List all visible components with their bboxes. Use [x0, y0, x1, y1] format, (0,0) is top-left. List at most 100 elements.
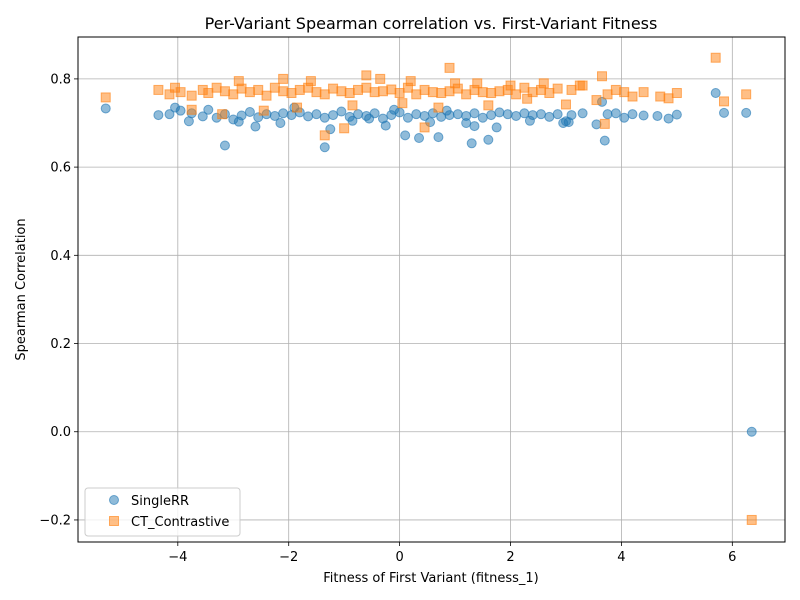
data-point-ct-contrastive: [444, 62, 455, 73]
data-point-singlerr: [441, 105, 452, 116]
data-point-singlerr: [311, 109, 322, 120]
y-tick-label: −0.2: [39, 513, 71, 528]
data-point-singlerr: [741, 107, 752, 118]
chart-title: Per-Variant Spearman correlation vs. Fir…: [205, 14, 658, 33]
data-point-singlerr: [627, 109, 638, 120]
data-point-ct-contrastive: [217, 109, 228, 120]
data-point-ct-contrastive: [261, 90, 272, 101]
x-tick-label: 4: [617, 550, 625, 565]
data-point-ct-contrastive: [377, 86, 388, 97]
data-point-ct-contrastive: [100, 92, 111, 103]
data-point-singlerr: [599, 135, 610, 146]
data-point-singlerr: [746, 426, 757, 437]
axis-ticks: −4 −2 0 2 4 6 −0.2 0.0 0.2 0.4 0.6 0.8: [39, 72, 736, 565]
data-point-singlerr: [389, 104, 400, 115]
data-point-ct-contrastive: [269, 82, 280, 93]
data-point-singlerr: [278, 108, 289, 119]
data-point-ct-contrastive: [164, 89, 175, 100]
data-point-ct-contrastive: [339, 123, 350, 134]
data-point-ct-contrastive: [361, 82, 372, 93]
data-point-singlerr: [524, 115, 535, 126]
data-point-ct-contrastive: [228, 89, 239, 100]
x-tick-label: 0: [395, 550, 403, 565]
data-point-ct-contrastive: [433, 102, 444, 113]
data-point-ct-contrastive: [746, 514, 757, 525]
data-point-ct-contrastive: [386, 84, 397, 95]
data-point-singlerr: [233, 116, 244, 127]
data-point-singlerr: [203, 104, 214, 115]
data-point-singlerr: [602, 109, 613, 120]
legend-marker-ct-contrastive: [109, 516, 119, 526]
data-point-singlerr: [244, 106, 255, 117]
data-point-ct-contrastive: [411, 89, 422, 100]
data-point-ct-contrastive: [253, 84, 264, 95]
data-point-ct-contrastive: [552, 83, 563, 94]
data-point-ct-contrastive: [319, 130, 330, 141]
x-tick-label: 2: [506, 550, 514, 565]
y-tick-label: 0.6: [50, 161, 71, 176]
data-point-ct-contrastive: [419, 84, 430, 95]
legend-marker-singlerr: [109, 495, 119, 505]
data-point-ct-contrastive: [153, 84, 164, 95]
data-point-singlerr: [411, 109, 422, 120]
data-point-ct-contrastive: [328, 83, 339, 94]
data-point-ct-contrastive: [477, 87, 488, 98]
data-point-singlerr: [303, 111, 314, 122]
data-point-singlerr: [663, 113, 674, 124]
y-tick-label: 0.8: [50, 72, 71, 87]
data-point-singlerr: [414, 133, 425, 143]
data-point-singlerr: [319, 142, 330, 153]
data-point-singlerr: [466, 138, 477, 149]
data-point-ct-contrastive: [294, 84, 305, 95]
data-point-ct-contrastive: [511, 89, 522, 100]
data-point-ct-contrastive: [450, 78, 461, 89]
data-point-singlerr: [452, 109, 463, 120]
data-point-ct-contrastive: [405, 76, 416, 87]
data-point-singlerr: [652, 110, 663, 121]
data-point-ct-contrastive: [719, 96, 730, 107]
data-point-ct-contrastive: [436, 88, 447, 99]
data-point-ct-contrastive: [544, 88, 555, 99]
data-point-ct-contrastive: [397, 98, 408, 109]
data-point-ct-contrastive: [663, 93, 674, 104]
data-point-singlerr: [175, 105, 186, 116]
y-tick-label: 0.4: [50, 249, 71, 264]
data-points: [100, 52, 757, 525]
data-point-singlerr: [502, 109, 513, 120]
x-tick-label: 6: [728, 550, 736, 565]
data-point-ct-contrastive: [538, 78, 549, 89]
data-point-singlerr: [328, 110, 339, 121]
data-point-ct-contrastive: [375, 73, 386, 84]
legend: SingleRR CT_Contrastive: [84, 487, 241, 537]
x-tick-label: −4: [168, 550, 187, 565]
y-axis-label: Spearman Correlation: [14, 218, 29, 360]
data-point-singlerr: [610, 108, 621, 119]
data-point-ct-contrastive: [671, 88, 682, 99]
data-point-ct-contrastive: [258, 105, 269, 116]
data-point-singlerr: [710, 88, 721, 99]
data-point-ct-contrastive: [599, 118, 610, 129]
data-point-singlerr: [402, 112, 413, 123]
data-point-ct-contrastive: [522, 93, 533, 104]
data-point-ct-contrastive: [505, 80, 516, 91]
data-point-ct-contrastive: [305, 76, 316, 87]
data-point-singlerr: [536, 109, 547, 120]
data-point-singlerr: [591, 119, 602, 130]
data-point-singlerr: [619, 112, 630, 123]
data-point-ct-contrastive: [602, 89, 613, 100]
data-point-singlerr: [197, 111, 208, 122]
data-point-ct-contrastive: [483, 100, 494, 111]
data-point-singlerr: [164, 109, 175, 120]
data-point-ct-contrastive: [560, 99, 571, 110]
data-point-ct-contrastive: [319, 89, 330, 100]
data-point-singlerr: [400, 130, 411, 141]
data-point-singlerr: [511, 110, 522, 121]
data-point-singlerr: [275, 118, 286, 129]
data-point-ct-contrastive: [336, 86, 347, 97]
x-axis-label: Fitness of First Variant (fitness_1): [323, 571, 539, 586]
data-point-singlerr: [364, 113, 375, 124]
data-point-ct-contrastive: [427, 87, 438, 98]
data-point-singlerr: [461, 118, 472, 129]
data-point-singlerr: [380, 120, 391, 131]
